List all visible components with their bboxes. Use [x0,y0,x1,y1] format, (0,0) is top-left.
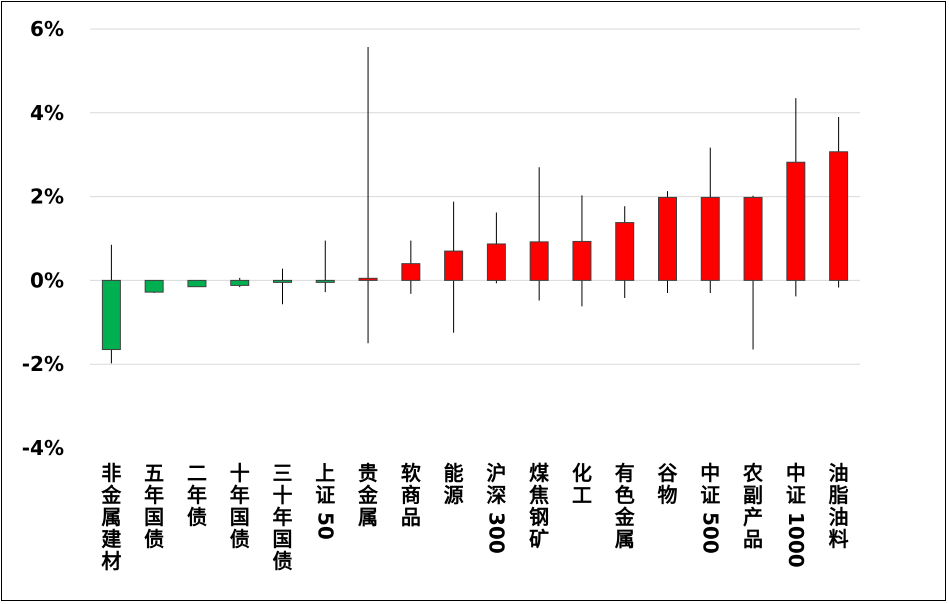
x-category-label: 农副产品 [742,461,763,551]
x-category-label: 能源 [444,461,464,507]
bar [144,279,164,293]
bar [658,196,677,281]
bar [444,250,464,281]
x-category-label: 上证 [315,461,335,507]
x-category-label: 煤焦钢矿 [529,461,549,551]
x-category-label-digits: 50 [313,512,337,540]
x-category-label: 贵金属 [357,461,379,529]
x-category-label: 谷物 [658,461,679,507]
bar [615,222,635,281]
x-category-label: 中证 [700,461,720,507]
x-category-label-digits: 1000 [784,512,808,568]
y-tick-label: 6% [30,17,64,41]
bar [315,279,335,283]
wicks [110,47,840,364]
bar [358,277,378,281]
bar [486,243,506,281]
bar [743,196,763,281]
y-tick-label: 2% [30,185,64,209]
x-category-label: 油脂油料 [829,461,849,551]
bar [700,196,720,281]
bar [230,279,250,286]
x-category-label: 沪深 [486,461,506,507]
bar [529,241,549,281]
x-category-label: 软商品 [401,461,421,529]
gridlines [90,28,860,365]
bar [401,263,421,281]
bar [786,161,806,281]
y-tick-label: 0% [30,268,64,292]
x-category-label: 二年债 [187,461,207,529]
y-tick-label: 4% [30,101,64,125]
x-category-label: 十年国债 [230,461,250,551]
bar [829,151,849,281]
y-tick-label: -4% [22,436,64,460]
x-category-label: 化工 [572,461,592,507]
bar [101,279,121,351]
x-category-label: 中证 [786,461,806,507]
bar [187,279,207,288]
x-category-label: 五年国债 [144,461,164,551]
y-axis-tick-labels: 6% 4% 2% 0% -2% -4% [22,17,64,460]
x-category-label-digits: 500 [698,512,722,554]
bar [572,240,592,281]
bars [101,151,849,351]
y-tick-label: -2% [22,352,64,376]
x-category-label: 有色金属 [614,461,636,551]
x-category-label: 三十年国债 [273,461,293,573]
x-category-label: 非金属建材 [100,461,122,573]
bar [273,279,292,283]
x-category-label-digits: 300 [484,512,508,554]
